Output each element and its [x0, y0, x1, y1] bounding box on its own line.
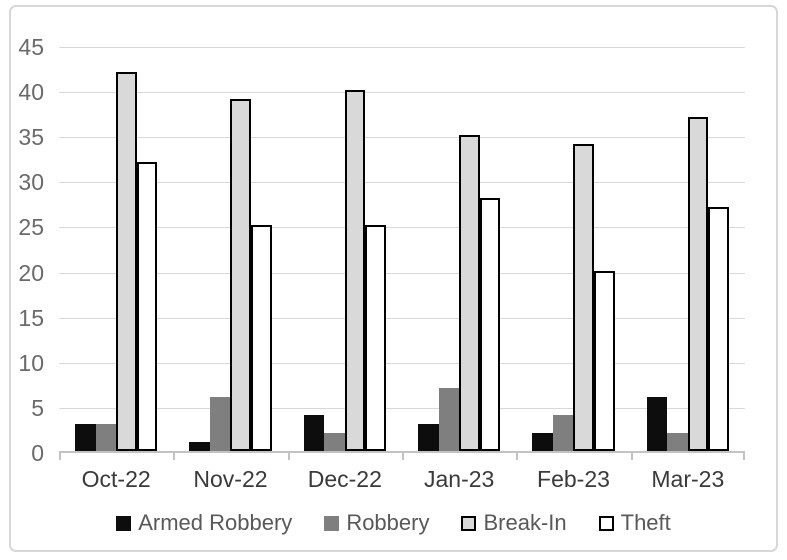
bar-theft-nov-22: [251, 225, 272, 451]
bar-break-in-oct-22: [116, 72, 137, 451]
bar-group-mar-23: [631, 47, 745, 451]
y-axis-tick-label: 45: [18, 34, 44, 60]
bar-robbery-nov-22: [209, 396, 231, 451]
bar-theft-jan-23: [479, 198, 501, 451]
bar-break-in-feb-23: [573, 144, 595, 451]
bar-break-in-nov-22: [230, 99, 252, 451]
y-axis-tick-label: 30: [18, 169, 44, 196]
gridline-25: [59, 227, 745, 229]
legend-swatch-robbery: [324, 515, 340, 531]
y-axis-tick-label: 40: [18, 79, 44, 106]
bar-group-nov-22: [173, 47, 287, 451]
bar-robbery-jan-23: [438, 387, 460, 451]
gridline-5: [59, 407, 745, 409]
bar-robbery-mar-23: [667, 432, 688, 451]
bar-robbery-feb-23: [552, 414, 574, 451]
gridline-45: [59, 47, 745, 48]
bar-armed-robbery-feb-23: [532, 432, 553, 451]
bar-break-in-dec-22: [344, 90, 366, 451]
bar-robbery-oct-22: [95, 423, 117, 451]
x-axis-tick-mark: [173, 453, 176, 460]
gridline-40: [59, 92, 745, 94]
y-axis-tick-label: 0: [31, 440, 44, 466]
bar-theft-dec-22: [365, 225, 386, 451]
plot-area: [59, 47, 745, 460]
legend-label-armed-robbery: Armed Robbery: [138, 510, 293, 535]
chart-legend: Armed Robbery Robbery Break-In Theft: [10, 508, 777, 538]
legend-item-theft: Theft: [598, 510, 671, 536]
x-axis-category-label: Mar-23: [651, 466, 725, 492]
bar-armed-robbery-jan-23: [417, 423, 439, 451]
x-axis-tick-mark: [402, 453, 404, 460]
gridline-10: [59, 362, 745, 364]
bar-group-jan-23: [402, 47, 516, 451]
x-axis-category-label: Feb-23: [537, 466, 610, 492]
x-axis-category-label: Oct-22: [81, 466, 151, 492]
legend-swatch-theft: [598, 515, 614, 531]
x-axis-category-label: Dec-22: [307, 466, 382, 492]
x-axis-tick-mark: [287, 453, 290, 460]
bar-break-in-jan-23: [459, 135, 480, 451]
gridline-20: [59, 272, 745, 274]
x-axis-tick-mark: [516, 453, 519, 460]
x-axis-category-label: Nov-22: [193, 466, 268, 492]
x-axis-category-label: Jan-23: [424, 466, 495, 492]
x-axis-tick-mark: [743, 453, 745, 460]
bar-armed-robbery-oct-22: [74, 423, 96, 451]
x-axis-tick-mark: [59, 453, 61, 460]
y-axis-tick-label: 10: [18, 349, 44, 376]
bar-armed-robbery-dec-22: [303, 414, 325, 451]
legend-swatch-break-in: [461, 515, 477, 531]
bar-robbery-dec-22: [324, 432, 345, 451]
legend-item-armed-robbery: Armed Robbery: [116, 510, 292, 536]
gridline-35: [59, 137, 745, 139]
legend-item-robbery: Robbery: [324, 510, 429, 536]
y-axis-tick-label: 5: [31, 394, 44, 421]
legend-item-break-in: Break-In: [461, 510, 567, 536]
bar-group-dec-22: [288, 47, 402, 451]
x-axis-tick-mark: [630, 453, 633, 460]
gridline-30: [59, 182, 745, 184]
y-axis-tick-label: 20: [18, 259, 44, 286]
bar-theft-feb-23: [594, 270, 615, 451]
legend-label-robbery: Robbery: [346, 510, 430, 535]
bar-group-feb-23: [516, 47, 630, 451]
legend-swatch-armed-robbery: [116, 515, 132, 531]
bar-group-oct-22: [59, 47, 173, 451]
gridline-15: [59, 317, 745, 319]
legend-label-theft: Theft: [620, 510, 671, 535]
y-axis-tick-label: 15: [18, 304, 44, 331]
y-axis-tick-label: 25: [18, 214, 44, 241]
bar-armed-robbery-mar-23: [646, 396, 668, 451]
bar-armed-robbery-nov-22: [189, 441, 210, 451]
bar-break-in-mar-23: [687, 117, 709, 451]
y-axis-tick-label: 35: [18, 124, 44, 151]
bar-theft-mar-23: [708, 207, 729, 451]
legend-label-break-in: Break-In: [483, 510, 567, 535]
bar-theft-oct-22: [136, 162, 158, 451]
